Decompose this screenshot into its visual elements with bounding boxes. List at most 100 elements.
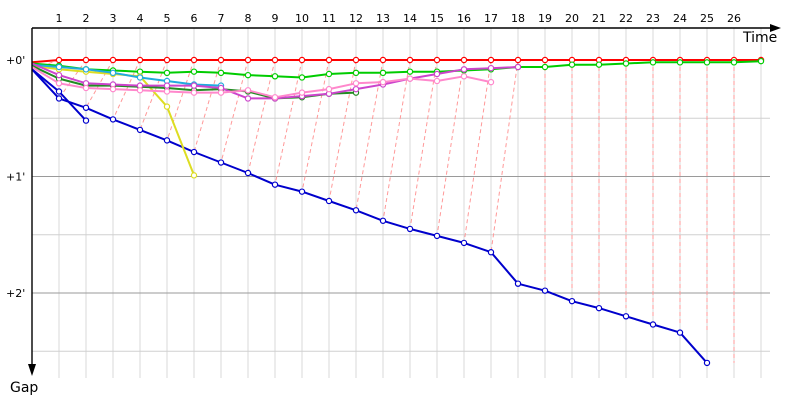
series-point (298, 188, 306, 195)
lap-link (409, 59, 438, 230)
series-point (541, 63, 549, 71)
series-point (190, 148, 198, 156)
series-point (703, 59, 711, 66)
series-line-5 (31, 63, 222, 87)
series-point (271, 181, 279, 188)
series-point (163, 103, 171, 110)
series-point (379, 78, 387, 86)
lap-link-layer (31, 59, 735, 363)
lap-link (463, 59, 492, 243)
series-point (487, 249, 495, 256)
x-tick-label: 10 (295, 12, 309, 25)
x-tick-label: 16 (457, 12, 471, 25)
x-axis-title: Time (742, 30, 777, 46)
series-point (352, 207, 360, 214)
x-tick-label: 26 (727, 12, 741, 25)
series-point (622, 60, 630, 67)
series-layer (31, 56, 765, 367)
series-point (109, 69, 117, 77)
series-point (163, 69, 171, 77)
y-axis-arrow (28, 364, 36, 376)
series-line-1 (31, 60, 762, 79)
series-point (163, 88, 171, 95)
series-point (541, 56, 549, 64)
y-tick-label: +1' (6, 171, 25, 184)
series-point (55, 80, 63, 87)
series-point (82, 66, 90, 73)
lap-link (247, 59, 276, 174)
series-point (136, 126, 144, 134)
series-point (460, 66, 468, 73)
series-point (379, 217, 387, 224)
series-point (541, 287, 549, 294)
lap-link (274, 59, 303, 185)
series-point (595, 304, 603, 312)
series-point (352, 85, 360, 93)
series-point (433, 77, 441, 85)
series-point (379, 56, 387, 64)
series-point (325, 85, 333, 93)
series-point (676, 329, 684, 336)
series-point (163, 56, 171, 64)
series-point (244, 87, 252, 94)
lap-link (139, 59, 168, 131)
x-tick-label: 20 (565, 12, 579, 25)
x-tick-label: 8 (245, 12, 252, 25)
series-point (190, 82, 198, 89)
series-point (109, 56, 117, 64)
series-point (325, 70, 333, 78)
series-point (433, 232, 441, 240)
series-point (109, 85, 117, 93)
series-point (163, 82, 171, 89)
lap-link (85, 59, 114, 109)
x-tick-label: 13 (376, 12, 390, 25)
lap-link (355, 59, 384, 211)
tick-label-layer: 1 2 3 4 5 6 7 8 9 10 11 12 13 14 15 16 17 18 19 20 21 22 23 24 2… (6, 12, 741, 300)
x-tick-label: 3 (110, 12, 117, 25)
series-point (433, 70, 441, 78)
series-point (460, 239, 468, 247)
series-point (460, 56, 468, 64)
series-point (55, 56, 63, 64)
series-point (82, 56, 90, 64)
lap-link (490, 59, 519, 253)
series-point (271, 56, 279, 64)
x-tick-label: 1 (56, 12, 63, 25)
series-point (136, 56, 144, 64)
series-point (514, 63, 522, 71)
series-point (757, 57, 765, 65)
series-point (217, 159, 225, 166)
y-axis-title: Gap (10, 380, 38, 396)
series-point (82, 117, 90, 124)
x-tick-label: 22 (619, 12, 633, 25)
lap-link (112, 59, 141, 120)
x-tick-label: 4 (137, 12, 144, 25)
series-point (163, 137, 171, 144)
series-point (568, 61, 576, 68)
lap-link (166, 59, 195, 141)
series-line-2 (31, 68, 708, 364)
series-point (190, 89, 198, 96)
x-tick-label: 6 (191, 12, 198, 25)
series-point (568, 297, 576, 305)
series-point (325, 197, 333, 205)
series-point (217, 69, 225, 77)
series-point (379, 69, 387, 77)
series-point (352, 69, 360, 77)
series-point (136, 87, 144, 94)
series-point (487, 56, 495, 64)
series-point (82, 84, 90, 92)
series-point (55, 95, 63, 102)
x-tick-label: 18 (511, 12, 525, 25)
series-point (514, 56, 522, 64)
series-point (406, 75, 414, 82)
x-tick-label: 2 (83, 12, 90, 25)
series-point (487, 78, 495, 86)
x-tick-label: 17 (484, 12, 498, 25)
x-tick-label: 15 (430, 12, 444, 25)
axis-layer (28, 24, 781, 376)
series-point (217, 89, 225, 96)
series-point (676, 59, 684, 66)
x-tick-label: 12 (349, 12, 363, 25)
lap-link (382, 59, 411, 221)
